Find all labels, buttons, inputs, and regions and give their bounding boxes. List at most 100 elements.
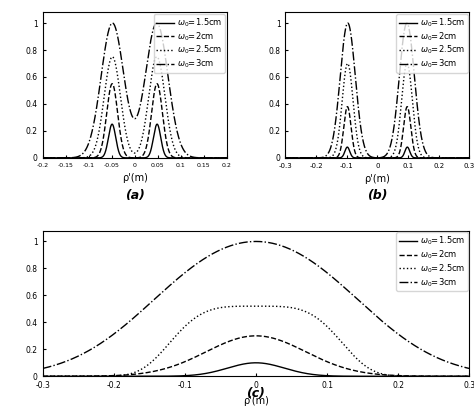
$\omega_0$=1.5cm (303, 155, 309, 160)
$\omega_0$=2.5cm (224, 155, 229, 160)
$\omega_0$=2.5cm (220, 155, 226, 160)
$\omega_0$=2cm (283, 155, 288, 160)
Text: (a): (a) (125, 189, 145, 202)
$\omega_0$=1.5cm (118, 154, 124, 159)
$\omega_0$=2cm (353, 152, 359, 157)
$\omega_0$=2cm (458, 374, 464, 379)
Line: $\omega_0$=3cm: $\omega_0$=3cm (285, 23, 469, 158)
$\omega_0$=2.5cm (118, 99, 124, 104)
$\omega_0$=3cm (253, 239, 259, 244)
$\omega_0$=1.5cm (463, 155, 468, 160)
$\omega_0$=2.5cm (114, 373, 119, 378)
$\omega_0$=3cm (89, 347, 94, 352)
X-axis label: ρ'(m): ρ'(m) (365, 174, 390, 184)
$\omega_0$=1.5cm (220, 155, 226, 160)
$\omega_0$=3cm (443, 155, 449, 160)
$\omega_0$=1.5cm (72, 155, 77, 160)
$\omega_0$=2cm (303, 155, 309, 160)
$\omega_0$=2.5cm (443, 155, 449, 160)
$\omega_0$=3cm (40, 366, 46, 371)
Legend: $\omega_0$=1.5cm, $\omega_0$=2cm, $\omega_0$=2.5cm, $\omega_0$=3cm: $\omega_0$=1.5cm, $\omega_0$=2cm, $\omeg… (396, 232, 467, 291)
Legend: $\omega_0$=1.5cm, $\omega_0$=2cm, $\omega_0$=2.5cm, $\omega_0$=3cm: $\omega_0$=1.5cm, $\omega_0$=2cm, $\omeg… (396, 14, 467, 73)
$\omega_0$=3cm (463, 155, 468, 160)
$\omega_0$=2cm (412, 373, 418, 378)
$\omega_0$=2.5cm (353, 126, 359, 131)
$\omega_0$=2cm (61, 155, 66, 160)
$\omega_0$=2cm (345, 104, 350, 109)
Line: $\omega_0$=2.5cm: $\omega_0$=2.5cm (285, 63, 469, 158)
$\omega_0$=1.5cm (224, 155, 229, 160)
Legend: $\omega_0$=1.5cm, $\omega_0$=2cm, $\omega_0$=2.5cm, $\omega_0$=3cm: $\omega_0$=1.5cm, $\omega_0$=2cm, $\omeg… (154, 14, 225, 73)
$\omega_0$=1.5cm (109, 122, 115, 127)
$\omega_0$=2cm (466, 155, 472, 160)
$\omega_0$=1.5cm (201, 155, 206, 160)
$\omega_0$=3cm (466, 155, 472, 160)
$\omega_0$=2cm (466, 374, 472, 379)
$\omega_0$=2.5cm (89, 374, 94, 379)
$\omega_0$=3cm (224, 155, 229, 160)
Line: $\omega_0$=1.5cm: $\omega_0$=1.5cm (43, 124, 227, 158)
$\omega_0$=2cm (40, 155, 46, 160)
$\omega_0$=2cm (222, 341, 228, 346)
$\omega_0$=2cm (314, 155, 320, 160)
$\omega_0$=2.5cm (40, 155, 46, 160)
$\omega_0$=3cm (412, 343, 418, 348)
$\omega_0$=1.5cm (466, 155, 472, 160)
$\omega_0$=1.5cm (412, 374, 418, 379)
$\omega_0$=2.5cm (412, 374, 418, 379)
$\omega_0$=2cm (361, 155, 367, 160)
$\omega_0$=2.5cm (314, 155, 320, 160)
$\omega_0$=2cm (220, 155, 226, 160)
$\omega_0$=2cm (118, 137, 124, 142)
$\omega_0$=2.5cm (361, 154, 367, 159)
$\omega_0$=2cm (463, 155, 468, 160)
$\omega_0$=3cm (110, 21, 116, 26)
Text: (c): (c) (246, 387, 265, 400)
$\omega_0$=1.5cm (61, 155, 66, 160)
$\omega_0$=2.5cm (458, 374, 464, 379)
$\omega_0$=1.5cm (443, 155, 449, 160)
$\omega_0$=3cm (40, 155, 46, 160)
$\omega_0$=1.5cm (345, 145, 350, 150)
$\omega_0$=2.5cm (201, 155, 206, 160)
$\omega_0$=3cm (466, 366, 472, 371)
$\omega_0$=3cm (114, 329, 119, 334)
$\omega_0$=3cm (314, 155, 320, 160)
$\omega_0$=2.5cm (466, 155, 472, 160)
Line: $\omega_0$=2cm: $\omega_0$=2cm (285, 107, 469, 158)
$\omega_0$=3cm (303, 155, 309, 160)
$\omega_0$=1.5cm (40, 155, 46, 160)
$\omega_0$=2.5cm (61, 155, 66, 160)
$\omega_0$=3cm (458, 364, 464, 369)
$\omega_0$=2.5cm (345, 61, 350, 66)
$\omega_0$=1.5cm (40, 374, 46, 379)
$\omega_0$=2.5cm (463, 155, 468, 160)
$\omega_0$=3cm (72, 155, 77, 160)
Line: $\omega_0$=1.5cm: $\omega_0$=1.5cm (43, 363, 469, 376)
X-axis label: ρ'(m): ρ'(m) (243, 396, 269, 406)
$\omega_0$=1.5cm (253, 360, 259, 365)
$\omega_0$=3cm (61, 155, 66, 160)
$\omega_0$=3cm (201, 155, 206, 160)
$\omega_0$=2cm (114, 373, 119, 378)
$\omega_0$=3cm (203, 255, 209, 260)
$\omega_0$=1.5cm (203, 371, 209, 376)
$\omega_0$=1.5cm (353, 155, 359, 160)
$\omega_0$=3cm (283, 155, 288, 160)
$\omega_0$=3cm (220, 155, 226, 160)
$\omega_0$=2cm (72, 155, 77, 160)
$\omega_0$=1.5cm (283, 155, 288, 160)
$\omega_0$=1.5cm (314, 155, 320, 160)
$\omega_0$=1.5cm (110, 124, 116, 128)
$\omega_0$=2.5cm (203, 309, 209, 314)
$\omega_0$=2.5cm (466, 374, 472, 379)
$\omega_0$=2cm (89, 374, 94, 379)
$\omega_0$=2cm (443, 155, 449, 160)
$\omega_0$=2.5cm (109, 54, 115, 59)
$\omega_0$=2.5cm (303, 155, 309, 160)
$\omega_0$=2.5cm (222, 305, 228, 310)
$\omega_0$=1.5cm (361, 155, 367, 160)
$\omega_0$=1.5cm (466, 374, 472, 379)
Line: $\omega_0$=2.5cm: $\omega_0$=2.5cm (43, 57, 227, 158)
Line: $\omega_0$=3cm: $\omega_0$=3cm (43, 241, 469, 369)
